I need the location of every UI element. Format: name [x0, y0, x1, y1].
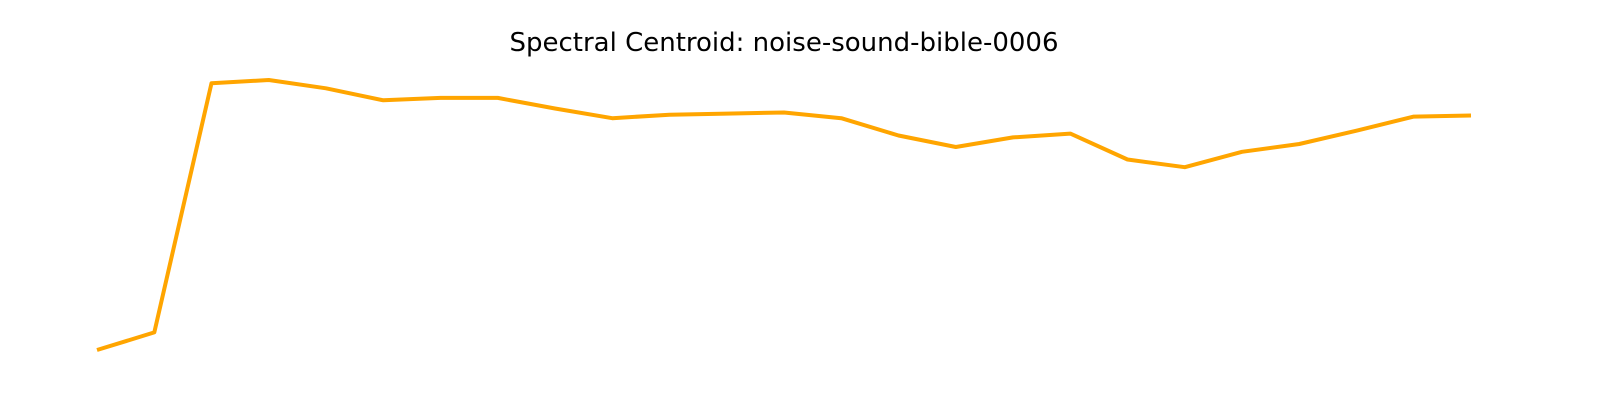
plot-area — [96, 78, 1472, 352]
chart-title: Spectral Centroid: noise-sound-bible-000… — [509, 28, 1058, 58]
series-line-0 — [96, 78, 1472, 352]
